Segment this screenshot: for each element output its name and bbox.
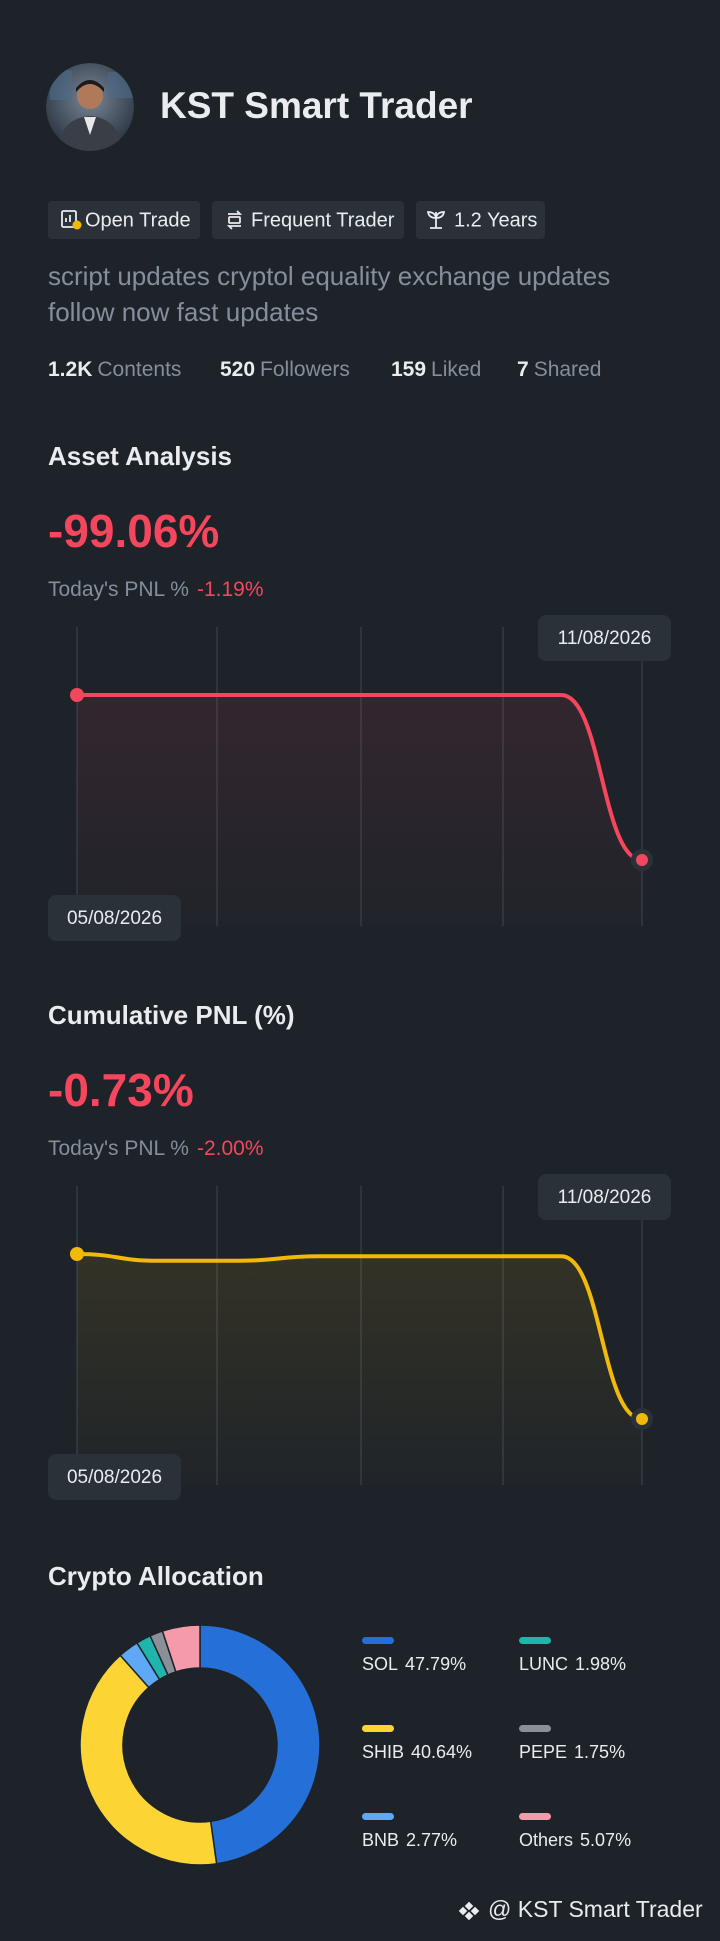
bio-line: follow now fast updates	[48, 297, 318, 327]
stat-label: Shared	[534, 358, 602, 381]
legend-value: 5.07%	[580, 1830, 631, 1850]
today-pnl: Today's PNL % -2.00%	[48, 1137, 264, 1160]
today-pnl-label: Today's PNL %	[48, 578, 189, 601]
line-chart: 11/08/2026 05/08/2026	[48, 615, 671, 941]
legend-entry: SOL 47.79%	[362, 1654, 466, 1674]
legend-name: PEPE	[519, 1742, 567, 1762]
date-tooltip	[48, 895, 181, 941]
allocation: Crypto Allocation SOL 47.79% SHIB 40.64% BNB 2…	[48, 1561, 631, 1866]
stat-label: Liked	[431, 358, 481, 381]
date-tooltip-text: 11/08/2026	[558, 628, 652, 649]
end-point	[636, 1413, 648, 1425]
stat-value: 1.2K	[48, 358, 92, 381]
legend-swatch	[519, 1813, 551, 1820]
line	[75, 692, 644, 862]
legend-value: 47.79%	[405, 1654, 466, 1674]
date-tooltip-text: 05/08/2026	[67, 908, 162, 929]
legend-entry: BNB 2.77%	[362, 1830, 457, 1850]
line-chart: 11/08/2026 05/08/2026	[48, 1174, 671, 1500]
sections: Asset Analysis -99.06% Today's PNL % -1.19%…	[48, 441, 671, 1500]
profile-name: KST Smart Trader	[160, 85, 473, 126]
date-tooltip	[538, 615, 671, 661]
today-pnl-value: -2.00%	[197, 1137, 264, 1160]
legend-name: BNB	[362, 1830, 399, 1850]
area	[77, 695, 642, 926]
stat-label: Followers	[260, 358, 350, 381]
start-point	[70, 1247, 84, 1261]
footer-text: @ KST Smart Trader	[488, 1896, 703, 1922]
stat: 1.2K Contents	[48, 358, 181, 381]
footer-logo	[458, 1901, 480, 1921]
area	[77, 1254, 642, 1485]
legend-name: SHIB	[362, 1742, 404, 1762]
pnl-value: -99.06%	[48, 505, 219, 557]
today-pnl-value: -1.19%	[197, 578, 264, 601]
legend-swatch	[362, 1725, 394, 1732]
tag-chip[interactable]	[48, 201, 200, 239]
section-title: Asset Analysis	[48, 441, 232, 471]
legend-name: Others	[519, 1830, 573, 1850]
legend-name: LUNC	[519, 1654, 568, 1674]
stat-value: 520	[220, 358, 255, 381]
donut-segment	[199, 1624, 321, 1865]
pnl-value: -0.73%	[48, 1064, 194, 1116]
section-title: Cumulative PNL (%)	[48, 1000, 295, 1030]
legend-swatch	[362, 1637, 394, 1644]
legend-entry: Others 5.07%	[519, 1830, 631, 1850]
start-point	[70, 688, 84, 702]
date-tooltip	[48, 1454, 181, 1500]
legend-value: 1.75%	[574, 1742, 625, 1762]
tag-text: Frequent Trader	[251, 209, 395, 231]
tag-text: 1.2 Years	[454, 209, 537, 231]
stat-value: 159	[391, 358, 426, 381]
legend-swatch	[519, 1637, 551, 1644]
end-point	[636, 854, 648, 866]
tag-chip[interactable]	[416, 201, 545, 239]
legend-entry: SHIB 40.64%	[362, 1742, 472, 1762]
stats-row: 1.2K Contents 520 Followers 159 Liked 7 Shared	[48, 358, 601, 381]
tag-chip[interactable]	[212, 201, 404, 239]
legend-value: 40.64%	[411, 1742, 472, 1762]
stat: 520 Followers	[220, 358, 350, 381]
line	[75, 1252, 644, 1421]
stat-label: Contents	[97, 358, 181, 381]
legend-value: 1.98%	[575, 1654, 626, 1674]
legend-swatch	[519, 1725, 551, 1732]
today-pnl: Today's PNL % -1.19%	[48, 578, 264, 601]
date-tooltip	[538, 1174, 671, 1220]
legend-name: SOL	[362, 1654, 398, 1674]
donut-segment	[161, 1624, 201, 1673]
date-tooltip-text: 05/08/2026	[67, 1467, 162, 1488]
stat: 159 Liked	[391, 358, 481, 381]
donut-segment	[79, 1654, 218, 1866]
tag-icon	[61, 210, 446, 230]
legend-swatch	[362, 1813, 394, 1820]
section-title: Crypto Allocation	[48, 1561, 264, 1591]
legend-entry: PEPE 1.75%	[519, 1742, 625, 1762]
legend-entry: LUNC 1.98%	[519, 1654, 626, 1674]
bio-line: script updates cryptol equality exchange…	[48, 261, 610, 291]
stat-value: 7	[517, 358, 529, 381]
date-tooltip-text: 11/08/2026	[558, 1187, 652, 1208]
today-pnl-label: Today's PNL %	[48, 1137, 189, 1160]
legend-value: 2.77%	[406, 1830, 457, 1850]
avatar	[46, 63, 134, 151]
stat: 7 Shared	[517, 358, 601, 381]
tag-text: Open Trade	[85, 209, 191, 231]
